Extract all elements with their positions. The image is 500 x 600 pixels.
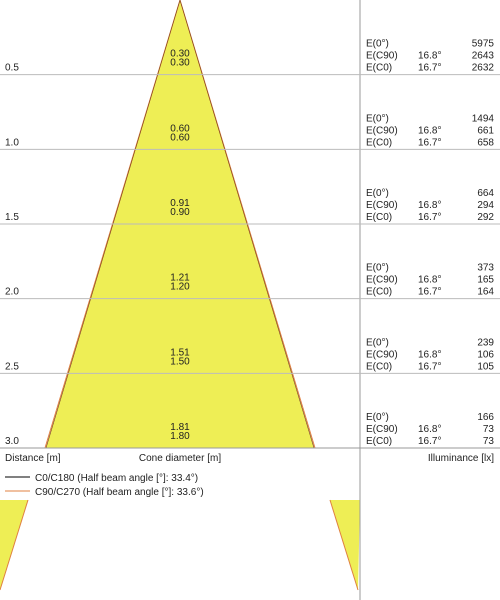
angle: 16.8° (418, 51, 441, 62)
illuminance-value: 106 (477, 349, 494, 360)
illuminance-label: E(0°) (366, 263, 389, 274)
illuminance-value: 294 (477, 200, 494, 211)
illuminance-label: E(C90) (366, 125, 398, 136)
illuminance-value: 73 (483, 436, 495, 447)
illuminance-value: 1494 (472, 113, 495, 124)
footer-label: Cone diameter [m] (139, 453, 221, 464)
distance: 1.5 (5, 212, 19, 223)
distance: 1.0 (5, 137, 19, 148)
illuminance-label: E(C0) (366, 137, 392, 148)
illuminance-value: 166 (477, 412, 494, 423)
illuminance-label: E(C0) (366, 63, 392, 74)
illuminance-value: 164 (477, 287, 494, 298)
angle: 16.8° (418, 125, 441, 136)
illuminance-label: E(0°) (366, 188, 389, 199)
illuminance-label: E(0°) (366, 337, 389, 348)
cone-diameter: 1.50 (170, 356, 190, 367)
cone-diameter: 0.60 (170, 123, 190, 134)
angle: 16.7° (418, 63, 441, 74)
distance: 2.0 (5, 287, 19, 298)
angle: 16.8° (418, 424, 441, 435)
cone-diameter: 0.90 (170, 207, 190, 218)
illuminance-value: 2632 (472, 63, 495, 74)
illuminance-value: 661 (477, 125, 494, 136)
illuminance-label: E(C90) (366, 424, 398, 435)
cone-edge (329, 499, 359, 591)
illuminance-value: 658 (477, 137, 494, 148)
angle: 16.7° (418, 436, 441, 447)
distance: 2.5 (5, 361, 19, 372)
illuminance-label: E(C0) (366, 212, 392, 223)
cone-diameter: 0.30 (170, 49, 190, 60)
illuminance-value: 664 (477, 188, 494, 199)
angle: 16.7° (418, 137, 441, 148)
illuminance-value: 165 (477, 275, 494, 286)
cone-edge (0, 499, 29, 591)
cone-diameter: 1.80 (170, 431, 190, 442)
illuminance-label: E(C90) (366, 200, 398, 211)
cone-diameter: 0.60 (170, 132, 190, 143)
footer-label: Illuminance [lx] (428, 453, 494, 464)
illuminance-label: E(C0) (366, 436, 392, 447)
illuminance-label: E(C90) (366, 349, 398, 360)
angle: 16.7° (418, 212, 441, 223)
legend-label: C0/C180 (Half beam angle [°]: 33.4°) (35, 473, 198, 484)
footer-label: Distance [m] (5, 453, 61, 464)
distance: 3.0 (5, 436, 19, 447)
illuminance-value: 239 (477, 337, 494, 348)
cone-diameter: 1.20 (170, 282, 190, 293)
angle: 16.8° (418, 200, 441, 211)
angle: 16.8° (418, 349, 441, 360)
angle: 16.7° (418, 287, 441, 298)
illuminance-label: E(0°) (366, 39, 389, 50)
legend-label: C90/C270 (Half beam angle [°]: 33.6°) (35, 487, 204, 498)
illuminance-value: 105 (477, 361, 494, 372)
angle: 16.8° (418, 275, 441, 286)
angle: 16.7° (418, 361, 441, 372)
cone-diameter: 0.30 (170, 58, 190, 69)
illuminance-value: 2643 (472, 51, 495, 62)
cone-diameter: 1.51 (170, 347, 190, 358)
illuminance-value: 73 (483, 424, 495, 435)
illuminance-label: E(0°) (366, 113, 389, 124)
illuminance-label: E(C90) (366, 51, 398, 62)
cone-diameter: 1.81 (170, 422, 190, 433)
illuminance-label: E(0°) (366, 412, 389, 423)
illuminance-label: E(C90) (366, 275, 398, 286)
cone-diameter: 0.91 (170, 198, 190, 209)
cone-diameter: 1.21 (170, 273, 190, 284)
illuminance-value: 292 (477, 212, 494, 223)
illuminance-value: 5975 (472, 39, 495, 50)
illuminance-value: 373 (477, 263, 494, 274)
distance: 0.5 (5, 63, 19, 74)
illuminance-label: E(C0) (366, 287, 392, 298)
illuminance-label: E(C0) (366, 361, 392, 372)
